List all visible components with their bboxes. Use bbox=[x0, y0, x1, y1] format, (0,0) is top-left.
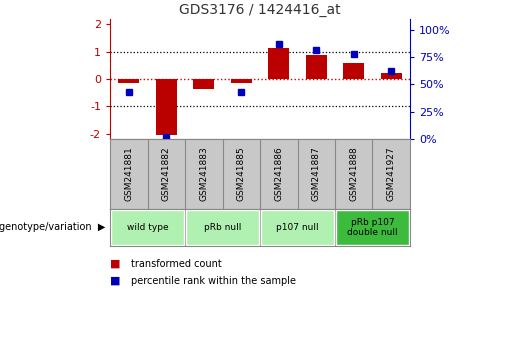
Text: GSM241882: GSM241882 bbox=[162, 147, 171, 201]
Text: pRb null: pRb null bbox=[204, 223, 241, 232]
Text: ■: ■ bbox=[110, 259, 121, 269]
Bar bbox=[306, 55, 327, 79]
Text: GSM241888: GSM241888 bbox=[349, 147, 358, 201]
Bar bbox=[336, 211, 409, 245]
Bar bbox=[268, 48, 289, 79]
Text: percentile rank within the sample: percentile rank within the sample bbox=[131, 276, 296, 286]
Bar bbox=[118, 79, 139, 82]
Bar bbox=[186, 211, 259, 245]
Title: GDS3176 / 1424416_at: GDS3176 / 1424416_at bbox=[179, 2, 341, 17]
Text: GSM241927: GSM241927 bbox=[387, 147, 396, 201]
Bar bbox=[111, 211, 184, 245]
Bar bbox=[381, 73, 402, 79]
Text: GSM241885: GSM241885 bbox=[237, 147, 246, 201]
Bar bbox=[344, 63, 364, 79]
Text: pRb p107
double null: pRb p107 double null bbox=[347, 218, 398, 237]
Text: ■: ■ bbox=[110, 276, 121, 286]
Bar bbox=[261, 211, 334, 245]
Text: genotype/variation  ▶: genotype/variation ▶ bbox=[0, 223, 105, 233]
Bar bbox=[156, 79, 177, 135]
Bar bbox=[231, 79, 251, 82]
Text: GSM241886: GSM241886 bbox=[274, 147, 283, 201]
Text: wild type: wild type bbox=[127, 223, 168, 232]
Text: GSM241883: GSM241883 bbox=[199, 147, 208, 201]
Text: GSM241887: GSM241887 bbox=[312, 147, 321, 201]
Text: p107 null: p107 null bbox=[276, 223, 319, 232]
Text: GSM241881: GSM241881 bbox=[124, 147, 133, 201]
Text: transformed count: transformed count bbox=[131, 259, 221, 269]
Bar bbox=[194, 79, 214, 89]
